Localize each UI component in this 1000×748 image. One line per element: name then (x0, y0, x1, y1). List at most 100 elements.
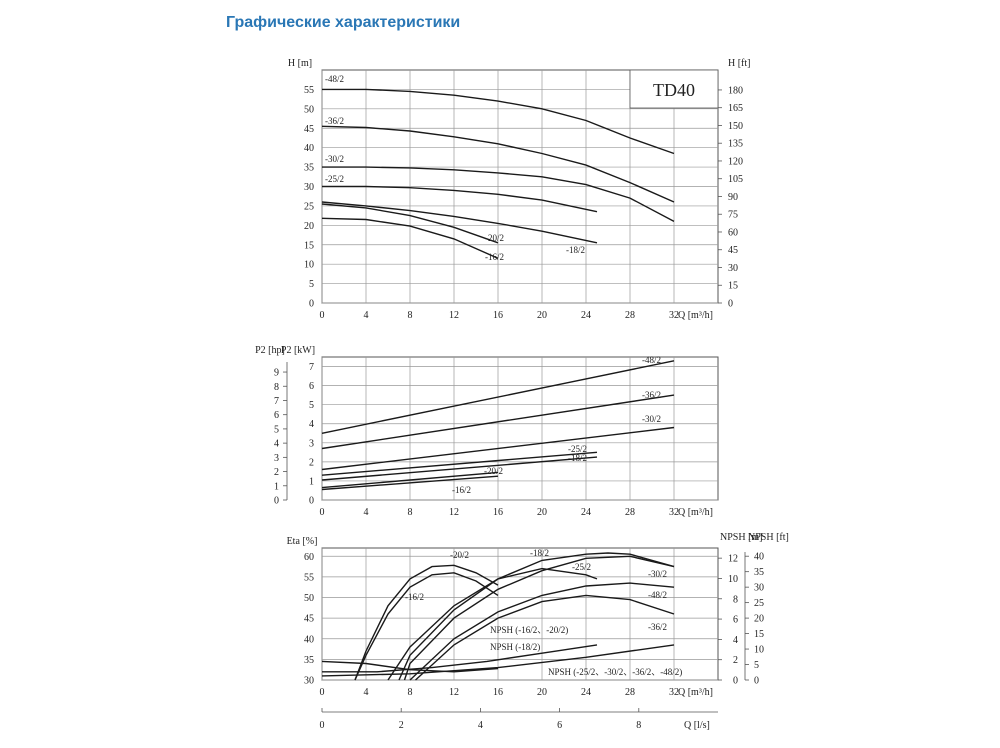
hp-tick-label: 6 (274, 410, 279, 421)
x-axis-label: Q [m³/h] (678, 310, 713, 321)
y-tick-label: 30 (304, 182, 314, 193)
npsh-m-tick-label: 4 (733, 635, 738, 646)
y-tick-label: 60 (304, 552, 314, 563)
series-label: -36/2 (642, 390, 661, 400)
series-line (321, 360, 675, 434)
series-label: -20/2 (485, 233, 504, 243)
x-tick-label: 4 (364, 310, 369, 321)
npsh-m-tick-label: 8 (733, 594, 738, 605)
x-tick-label: 24 (581, 310, 591, 321)
plot-frame (321, 356, 719, 501)
npsh-ft-axis-label: NPSH [ft] (748, 532, 789, 543)
right-tick-label: 105 (728, 174, 743, 185)
series-line (415, 594, 675, 681)
page-title: Графические характеристики (226, 14, 461, 31)
hp-tick-label: 7 (274, 396, 279, 407)
right-tick-label: 120 (728, 156, 743, 167)
x-tick-label: 16 (493, 310, 503, 321)
x-axis-label: Q [m³/h] (678, 687, 713, 698)
series-label: -25/2 (325, 174, 344, 184)
x-tick-label: 20 (537, 687, 547, 698)
npsh-ft-tick-label: 30 (754, 583, 764, 594)
series-label: -20/2 (484, 466, 503, 476)
x-tick-label: 32 (669, 687, 679, 698)
y-tick-label: 5 (309, 400, 314, 411)
series-line (321, 471, 499, 489)
series-line (321, 217, 499, 259)
series-label: -20/2 (450, 550, 469, 560)
plot-frame (321, 547, 719, 681)
x-tick-label: 8 (408, 507, 413, 518)
series-label: NPSH (-16/2、-20/2) (490, 625, 568, 635)
right-tick-label: 135 (728, 139, 743, 150)
series-label: -48/2 (648, 590, 667, 600)
series-line (322, 644, 598, 673)
y-tick-label: 20 (304, 221, 314, 232)
series-label: -25/2 (568, 444, 587, 454)
series-label: -48/2 (325, 74, 344, 84)
model-title: TD40 (653, 80, 695, 100)
series-line (403, 555, 675, 681)
hp-tick-label: 2 (274, 467, 279, 478)
y-axis-label: Eta [%] (287, 536, 318, 547)
x-tick-label: 16 (493, 687, 503, 698)
secondary-x-tick-label: 8 (636, 720, 641, 731)
y-tick-label: 2 (309, 457, 314, 468)
x-tick-label: 4 (364, 687, 369, 698)
series-line (354, 572, 499, 681)
y-tick-label: 0 (309, 496, 314, 507)
series-label: -30/2 (648, 569, 667, 579)
y-tick-label: 45 (304, 124, 314, 135)
secondary-x-tick-label: 6 (557, 720, 562, 731)
x-axis-label: Q [m³/h] (678, 507, 713, 518)
series-label: -18/2 (566, 245, 585, 255)
y-tick-label: 15 (304, 240, 314, 251)
secondary-x-tick-label: 4 (478, 720, 483, 731)
y-tick-label: 25 (304, 201, 314, 212)
right-tick-label: 180 (728, 85, 743, 96)
hp-tick-label: 9 (274, 368, 279, 379)
hp-tick-label: 1 (274, 481, 279, 492)
npsh-m-tick-label: 0 (733, 676, 738, 687)
series-label: -16/2 (405, 592, 424, 602)
npsh-ft-tick-label: 5 (754, 660, 759, 671)
series-label: -36/2 (648, 622, 667, 632)
model-box (629, 69, 719, 109)
series-line (321, 644, 675, 677)
series-line (321, 426, 675, 471)
x-tick-label: 20 (537, 310, 547, 321)
series-line (322, 88, 675, 155)
x-tick-label: 4 (364, 507, 369, 518)
series-line (321, 125, 675, 203)
y-tick-label: 4 (309, 419, 314, 430)
npsh-m-tick-label: 12 (728, 554, 738, 565)
hp-tick-label: 8 (274, 382, 279, 393)
right-tick-label: 15 (728, 281, 738, 292)
series-label: -48/2 (642, 355, 661, 365)
right-tick-label: 90 (728, 192, 738, 203)
npsh-m-tick-label: 10 (728, 574, 738, 585)
x-tick-label: 20 (537, 507, 547, 518)
npsh-m-tick-label: 6 (733, 615, 738, 626)
y-tick-label: 55 (304, 85, 314, 96)
right-tick-label: 0 (728, 299, 733, 310)
npsh-ft-tick-label: 0 (754, 676, 759, 687)
x-tick-label: 0 (320, 310, 325, 321)
npsh-ft-tick-label: 25 (754, 598, 764, 609)
x-tick-label: 32 (669, 507, 679, 518)
y-axis-label: P2 [kW] (281, 345, 315, 356)
series-line (322, 185, 598, 213)
series-label: -36/2 (325, 116, 344, 126)
y-tick-label: 1 (309, 476, 314, 487)
y-tick-label: 10 (304, 260, 314, 271)
series-label: NPSH (-18/2) (490, 642, 540, 652)
series-label: -30/2 (642, 414, 661, 424)
y-tick-label: 40 (304, 143, 314, 154)
hp-tick-label: 3 (274, 453, 279, 464)
npsh-ft-tick-label: 35 (754, 567, 764, 578)
y-tick-label: 45 (304, 614, 314, 625)
npsh-ft-tick-label: 10 (754, 645, 764, 656)
npsh-m-tick-label: 2 (733, 655, 738, 666)
